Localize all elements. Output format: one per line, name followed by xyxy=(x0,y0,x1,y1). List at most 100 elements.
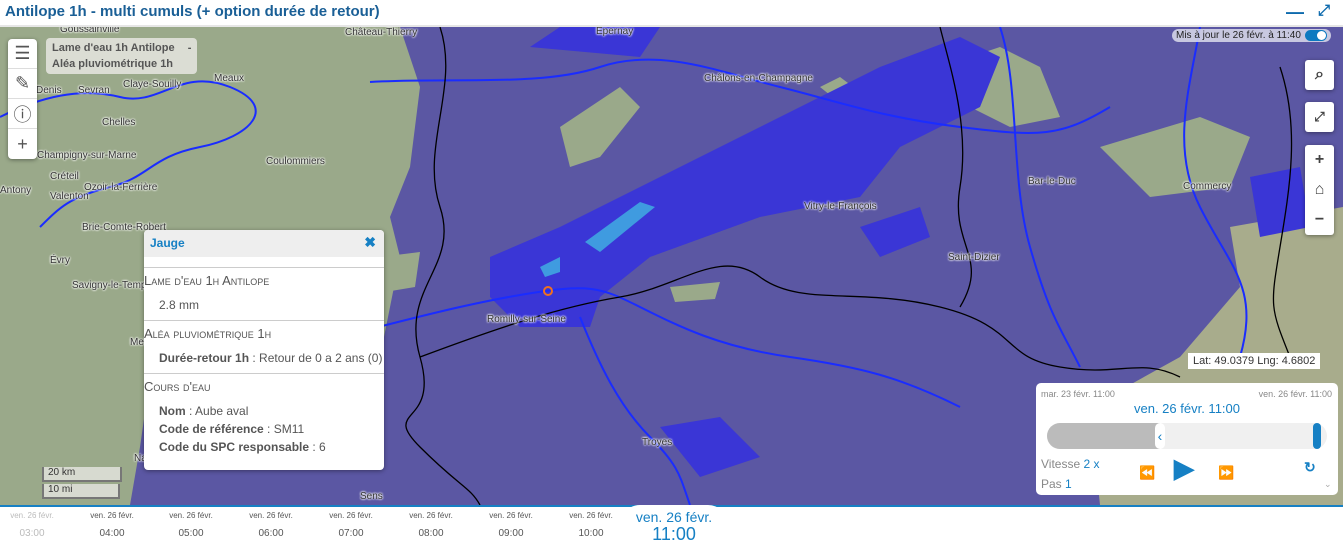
home-icon[interactable]: ⌂ xyxy=(1314,181,1325,198)
city-label: Vitry-le-François xyxy=(804,201,877,212)
city-label: Romilly-sur-Seine xyxy=(487,314,566,325)
popup-row: Nom : Aube aval xyxy=(159,404,249,418)
window-title: Antilope 1h - multi cumuls (+ option dur… xyxy=(5,3,380,20)
scale-mi: 10 mi xyxy=(42,484,120,499)
legend-item[interactable]: Lame d'eau 1h Antilope - xyxy=(52,40,191,56)
window-header: Antilope 1h - multi cumuls (+ option dur… xyxy=(0,0,1343,27)
city-label: Bar-le-Duc xyxy=(1028,176,1076,187)
city-label: Sevran xyxy=(78,85,110,96)
timeline-tick[interactable]: ven. 26 févr. 07:00 xyxy=(329,511,373,539)
slider-start-handle[interactable]: ‹ xyxy=(1155,423,1165,449)
plus-icon[interactable]: + xyxy=(17,133,28,154)
city-label: Évry xyxy=(50,255,70,266)
play-icon[interactable]: ▶ xyxy=(1174,453,1194,483)
step-value[interactable]: 1 xyxy=(1065,477,1072,491)
timeline-tick[interactable]: ven. 26 févr. 09:00 xyxy=(489,511,533,539)
rain-value: 2.8 mm xyxy=(159,298,200,312)
city-label: Troyes xyxy=(642,437,673,448)
timeline-tick[interactable]: ven. 26 févr. 10:00 xyxy=(569,511,613,539)
city-label: Denis xyxy=(36,85,62,96)
speed-control[interactable]: Vitesse 2 x xyxy=(1041,457,1100,471)
city-label: Saint-Dizier xyxy=(948,252,1000,263)
range-start: mar. 23 févr. 11:00 xyxy=(1041,389,1115,399)
legend-label: Lame d'eau 1h Antilope xyxy=(52,42,175,54)
minus-icon[interactable]: — xyxy=(1286,2,1304,22)
info-icon[interactable]: ⓘ xyxy=(8,99,37,129)
map[interactable]: Goussainville Château-Thierry Epernay Me… xyxy=(0,27,1343,505)
timeline-tick[interactable]: ven. 26 févr. 03:00 xyxy=(10,511,54,539)
section-heading: Aléa pluviométrique 1h xyxy=(144,326,272,341)
row-key: Durée-retour 1h xyxy=(159,351,250,365)
popup-section: Lame d'eau 1h Antilope 2.8 mm xyxy=(144,267,384,320)
fast-forward-icon[interactable]: ⏩ xyxy=(1218,465,1235,480)
row-value: Aube aval xyxy=(195,404,249,418)
step-label: Pas xyxy=(1041,477,1062,491)
zoom-out-icon[interactable]: − xyxy=(1314,211,1325,228)
timeline-tick[interactable]: ven. 26 févr. 04:00 xyxy=(90,511,134,539)
city-label: Créteil xyxy=(50,171,79,182)
legend-collapse[interactable]: - xyxy=(187,42,192,54)
city-label: Melun xyxy=(130,337,157,348)
map-toolbar: ☰ ✎ ⓘ + xyxy=(8,39,37,159)
city-label: Meaux xyxy=(214,73,245,84)
row-key: Code du SPC responsable xyxy=(159,440,310,454)
step-control[interactable]: Pas 1 xyxy=(1041,477,1072,491)
popup-row: Code de référence : SM11 xyxy=(159,422,305,436)
city-label: Champigny-sur-Marne xyxy=(37,150,137,161)
row-value: 6 xyxy=(319,440,326,454)
update-text: Mis à jour le 26 févr. à 11:40 xyxy=(1176,30,1301,41)
popup-section: Aléa pluviométrique 1h Durée-retour 1h :… xyxy=(144,320,384,373)
close-icon[interactable]: ✖ xyxy=(364,234,376,250)
timeline-tick[interactable]: ven. 26 févr. 06:00 xyxy=(249,511,293,539)
slider-fill xyxy=(1047,423,1160,449)
timeline[interactable]: ven. 26 févr. 03:00 ven. 26 févr. 04:00 ve… xyxy=(0,505,1343,547)
city-label: Coulommiers xyxy=(266,156,325,167)
eyedropper-icon[interactable]: ✎ xyxy=(8,69,37,99)
current-date: ven. 26 févr. xyxy=(635,509,713,525)
city-label: Brie-Comte-Robert xyxy=(82,222,166,233)
fullscreen-icon[interactable]: ⤢ xyxy=(1305,102,1334,132)
city-label: Epernay xyxy=(596,27,634,37)
section-heading: Lame d'eau 1h Antilope xyxy=(144,273,270,288)
row-key: Nom xyxy=(159,404,186,418)
gauge-popup: Jauge ✖ Lame d'eau 1h Antilope 2.8 mm Alé… xyxy=(144,230,384,470)
layer-legend[interactable]: Lame d'eau 1h Antilope - Aléa pluviométr… xyxy=(46,38,198,74)
speed-label: Vitesse xyxy=(1041,457,1081,471)
popup-row: Code du SPC responsable : 6 xyxy=(159,440,326,454)
auto-update-toggle[interactable] xyxy=(1304,30,1327,41)
popup-section: Cours d'eau Nom : Aube aval Code de réfé… xyxy=(144,373,384,462)
scale-km: 20 km xyxy=(42,467,122,482)
city-label: Chelles xyxy=(102,117,136,128)
rewind-icon[interactable]: ⏪ xyxy=(1139,465,1156,480)
search-icon[interactable]: ⌕ xyxy=(1305,60,1334,90)
slider-end-handle[interactable] xyxy=(1313,423,1321,449)
city-label: Château-Thierry xyxy=(345,27,418,38)
city-label: Valenton xyxy=(50,191,89,202)
time-player: mar. 23 févr. 11:00 ven. 26 févr. 11:00 … xyxy=(1036,383,1338,495)
layers-icon[interactable]: ☰ xyxy=(8,39,37,69)
row-value: SM11 xyxy=(273,422,305,436)
popup-title: Jauge xyxy=(150,236,185,250)
chevron-down-icon[interactable]: ⌄ xyxy=(1324,479,1332,489)
timeline-current[interactable]: ven. 26 févr. 11:00 xyxy=(620,505,728,547)
refresh-icon[interactable]: ↻ xyxy=(1304,459,1316,475)
city-label: Ozoir-la-Ferrière xyxy=(84,182,158,193)
update-status: Mis à jour le 26 févr. à 11:40 xyxy=(1172,29,1331,42)
city-label: Antony xyxy=(0,185,32,196)
expand-icon[interactable]: ⤢ xyxy=(1318,2,1331,19)
legend-item[interactable]: Aléa pluviométrique 1h xyxy=(52,58,174,70)
row-value: Retour de 0 a 2 ans (0) xyxy=(259,351,383,365)
city-label: Claye-Souilly xyxy=(123,79,182,90)
row-key: Code de référence xyxy=(159,422,264,436)
coordinates-readout: Lat: 49.0379 Lng: 4.6802 xyxy=(1188,353,1321,369)
zoom-controls: + ⌂ − xyxy=(1305,145,1334,235)
city-label: Goussainville xyxy=(60,27,120,35)
timeline-tick[interactable]: ven. 26 févr. 08:00 xyxy=(409,511,453,539)
city-label: Savigny-le-Temple xyxy=(72,280,155,291)
current-time: ven. 26 févr. 11:00 xyxy=(1134,401,1240,416)
time-range-slider[interactable]: ‹ xyxy=(1047,423,1327,449)
range-end: ven. 26 févr. 11:00 xyxy=(1258,389,1332,399)
speed-value[interactable]: 2 x xyxy=(1083,457,1100,471)
zoom-in-icon[interactable]: + xyxy=(1314,151,1325,168)
timeline-tick[interactable]: ven. 26 févr. 05:00 xyxy=(169,511,213,539)
